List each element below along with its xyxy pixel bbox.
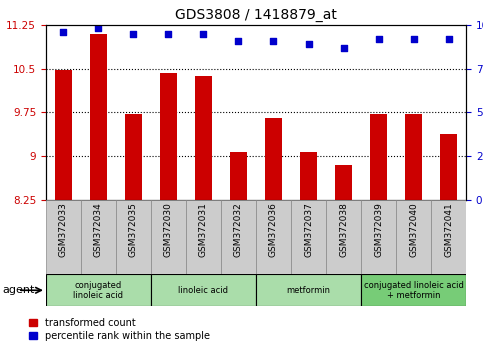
Bar <box>46 274 151 306</box>
Text: conjugated
linoleic acid: conjugated linoleic acid <box>73 281 124 300</box>
Bar <box>256 274 361 306</box>
Text: GSM372033: GSM372033 <box>59 202 68 257</box>
Bar <box>265 118 282 200</box>
Text: GSM372031: GSM372031 <box>199 202 208 257</box>
Point <box>375 36 383 42</box>
Point <box>59 29 67 35</box>
Bar <box>55 70 72 200</box>
Bar <box>405 114 422 200</box>
Text: GSM372036: GSM372036 <box>269 202 278 257</box>
Text: GSM372038: GSM372038 <box>339 202 348 257</box>
Bar <box>221 200 256 274</box>
Bar <box>160 73 177 200</box>
Bar <box>440 134 457 200</box>
Bar <box>81 200 116 274</box>
Bar <box>370 114 387 200</box>
Bar <box>195 76 212 200</box>
Text: GSM372030: GSM372030 <box>164 202 173 257</box>
Bar <box>151 200 186 274</box>
Point <box>165 31 172 36</box>
Legend: transformed count, percentile rank within the sample: transformed count, percentile rank withi… <box>29 318 210 341</box>
Title: GDS3808 / 1418879_at: GDS3808 / 1418879_at <box>175 8 337 22</box>
Bar <box>361 200 396 274</box>
Bar <box>125 114 142 200</box>
Text: linoleic acid: linoleic acid <box>178 286 228 295</box>
Bar <box>396 200 431 274</box>
Bar <box>300 152 317 200</box>
Bar <box>90 34 107 200</box>
Point <box>340 45 347 50</box>
Text: GSM372039: GSM372039 <box>374 202 383 257</box>
Bar <box>431 200 466 274</box>
Text: GSM372035: GSM372035 <box>129 202 138 257</box>
Bar <box>116 200 151 274</box>
Point <box>410 36 417 42</box>
Text: metformin: metformin <box>286 286 330 295</box>
Point <box>445 36 453 42</box>
Point <box>305 41 313 47</box>
Point <box>235 38 242 44</box>
Point <box>95 25 102 31</box>
Text: GSM372040: GSM372040 <box>409 202 418 257</box>
Bar <box>326 200 361 274</box>
Bar <box>291 200 326 274</box>
Bar <box>230 152 247 200</box>
Text: conjugated linoleic acid
+ metformin: conjugated linoleic acid + metformin <box>364 281 464 300</box>
Text: GSM372034: GSM372034 <box>94 202 103 257</box>
Point <box>270 38 277 44</box>
Point <box>129 31 137 36</box>
Bar <box>256 200 291 274</box>
Bar <box>361 274 466 306</box>
Text: agent: agent <box>2 285 35 295</box>
Text: GSM372032: GSM372032 <box>234 202 243 257</box>
Bar <box>186 200 221 274</box>
Bar <box>335 165 352 200</box>
Text: GSM372037: GSM372037 <box>304 202 313 257</box>
Bar <box>151 274 256 306</box>
Bar <box>46 200 81 274</box>
Point <box>199 31 207 36</box>
Text: GSM372041: GSM372041 <box>444 202 453 257</box>
